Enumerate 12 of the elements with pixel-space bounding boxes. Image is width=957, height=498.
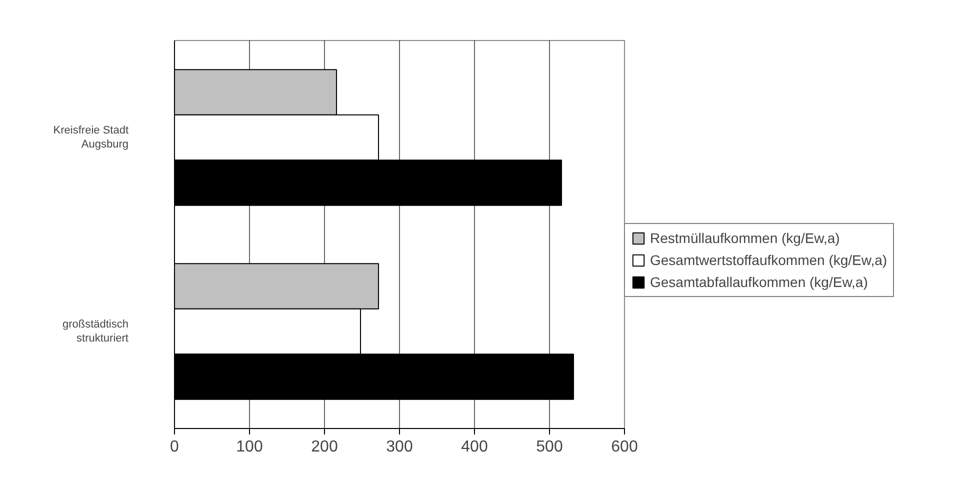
y-tick-label: Kreisfreie Stadt Augsburg	[53, 124, 129, 151]
y-tick-label: großstädtisch strukturiert	[62, 318, 129, 345]
x-tick-label: 300	[386, 438, 413, 456]
legend-label: Gesamtabfallaufkommen (kg/Ew,a)	[650, 274, 868, 290]
x-tick-label: 0	[170, 438, 180, 456]
x-tick-label: 200	[311, 438, 338, 456]
x-tick-label: 500	[536, 438, 563, 456]
x-tick-label: 100	[236, 438, 263, 456]
x-tick-label: 400	[461, 438, 488, 456]
legend-label: Gesamtwertstoffaufkommen (kg/Ew,a)	[650, 252, 888, 268]
legend-label: Restmüllaufkommen (kg/Ew,a)	[650, 230, 840, 246]
x-tick-label: 600	[611, 438, 638, 456]
